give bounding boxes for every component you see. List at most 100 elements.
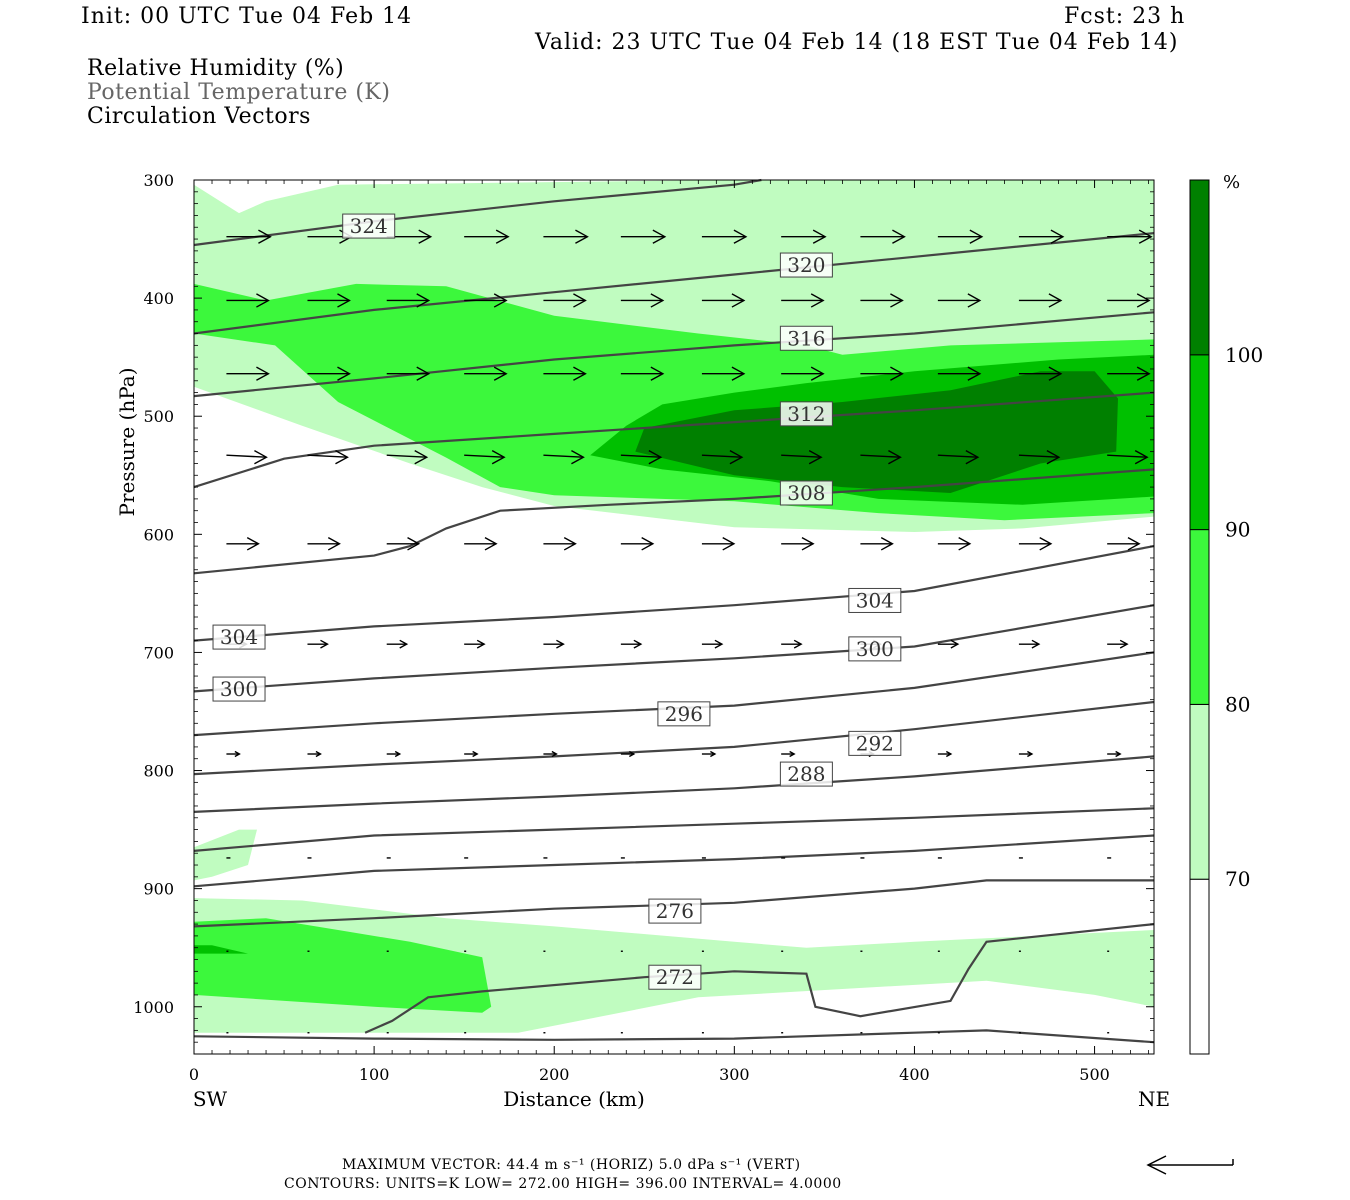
svg-text:292: 292 [856, 731, 894, 755]
vector-4-8 [860, 536, 894, 551]
vector-4-6 [701, 536, 736, 551]
svg-text:320: 320 [787, 253, 825, 277]
rh-region-70 [194, 829, 257, 881]
vector-5-1 [307, 639, 329, 649]
vector-4-9 [937, 536, 972, 551]
theta-contour-308 [193, 468, 1155, 575]
sw-label: SW [193, 1087, 228, 1111]
theta-contour-296 [193, 651, 1155, 737]
vector-2-11 [1107, 366, 1151, 381]
rh-region-100 [635, 371, 1118, 493]
svg-text:316: 316 [787, 326, 825, 350]
theta-contour-288 [193, 755, 1155, 813]
colorbar-segment [1189, 179, 1210, 356]
theta-label-296: 296 [657, 701, 711, 727]
vector-6-1 [307, 750, 322, 758]
svg-text:288: 288 [787, 762, 825, 786]
vector-1-10 [1018, 293, 1063, 308]
theta-label-288: 288 [779, 761, 833, 787]
vector-3-6 [701, 449, 744, 465]
vector-1-4 [543, 293, 587, 308]
y-tick-label: 900 [143, 880, 174, 899]
vector-6-4 [543, 750, 558, 758]
vector-2-8 [860, 366, 904, 381]
vector-2-3 [464, 366, 508, 381]
svg-text:272: 272 [656, 965, 694, 989]
vector-1-3 [464, 293, 508, 308]
theta-contour-312 [193, 391, 1155, 489]
circulation-vectors [226, 229, 1153, 1034]
theta-label-316: 316 [779, 325, 833, 351]
x-tick-label: 500 [1079, 1065, 1110, 1084]
vector-1-9 [937, 293, 982, 308]
colorbar-label: 70 [1225, 867, 1250, 891]
vector-4-3 [464, 536, 498, 551]
colorbar-segment [1189, 529, 1210, 705]
y-tick-label: 600 [143, 525, 174, 544]
ne-label: NE [1138, 1087, 1170, 1111]
vector-2-9 [937, 366, 982, 381]
svg-text:276: 276 [656, 899, 694, 923]
colorbar-segment [1189, 354, 1210, 531]
y-tick-label: 800 [143, 762, 174, 781]
vector-2-10 [1018, 366, 1063, 381]
vector-0-5 [620, 229, 667, 244]
theta-contour-324 [193, 178, 762, 247]
theta-label-300: 300 [212, 676, 266, 702]
legend-theta: Potential Temperature (K) [87, 80, 391, 105]
svg-text:300: 300 [856, 637, 894, 661]
vector-3-2 [386, 449, 429, 465]
vector-3-0 [226, 449, 268, 465]
vector-3-9 [937, 449, 980, 465]
y-tick-label: 400 [143, 289, 174, 308]
colorbar-unit: % [1223, 172, 1240, 193]
vector-6-10 [1018, 750, 1034, 758]
y-tick-label: 300 [143, 171, 174, 190]
y-tick-label: 500 [143, 407, 174, 426]
vector-5-4 [543, 639, 565, 649]
vector-4-4 [543, 536, 577, 551]
svg-text:312: 312 [787, 402, 825, 426]
vector-4-11 [1107, 536, 1141, 551]
vector-5-9 [937, 639, 960, 649]
vector-6-9 [937, 750, 953, 758]
theta-label-304: 304 [212, 624, 266, 650]
x-tick-label: 300 [719, 1065, 750, 1084]
vector-6-5 [620, 750, 636, 758]
vector-1-2 [386, 293, 431, 308]
svg-text:304: 304 [856, 588, 894, 612]
vector-3-8 [860, 449, 902, 465]
colorbar-label: 80 [1225, 692, 1250, 716]
vector-1-11 [1107, 293, 1151, 308]
theta-contour-316 [193, 311, 1155, 398]
vector-5-2 [386, 639, 409, 649]
x-tick-label: 400 [899, 1065, 930, 1084]
legend-vectors: Circulation Vectors [87, 104, 311, 129]
valid-time: Valid: 23 UTC Tue 04 Feb 14 (18 EST Tue … [535, 30, 1179, 55]
vector-0-4 [543, 229, 589, 244]
vector-4-2 [386, 536, 421, 551]
vector-2-4 [543, 366, 587, 381]
theta-contour-280 [193, 834, 1155, 888]
svg-text:300: 300 [220, 677, 258, 701]
theta-label-320: 320 [779, 252, 833, 278]
rh-region-90 [194, 945, 248, 954]
svg-text:296: 296 [665, 702, 703, 726]
vector-4-0 [226, 536, 260, 551]
vector-0-7 [781, 229, 827, 244]
legend-rh: Relative Humidity (%) [87, 56, 345, 81]
theta-label-304: 304 [848, 587, 902, 613]
reference-vector-icon [1146, 1155, 1234, 1175]
theta-contour-304 [193, 545, 1155, 642]
y-axis-label: Pressure (hPa) [115, 368, 139, 517]
axes: 0 100 200 300 400 500 300 400 500 600 700 800 900 100… [115, 171, 1170, 1111]
vector-4-7 [781, 536, 815, 551]
y-tick-label: 700 [143, 643, 174, 662]
theta-label-312: 312 [779, 401, 833, 427]
vector-1-6 [701, 293, 746, 308]
vector-3-5 [620, 449, 663, 465]
vector-5-10 [1018, 639, 1041, 649]
vector-0-8 [860, 229, 906, 244]
